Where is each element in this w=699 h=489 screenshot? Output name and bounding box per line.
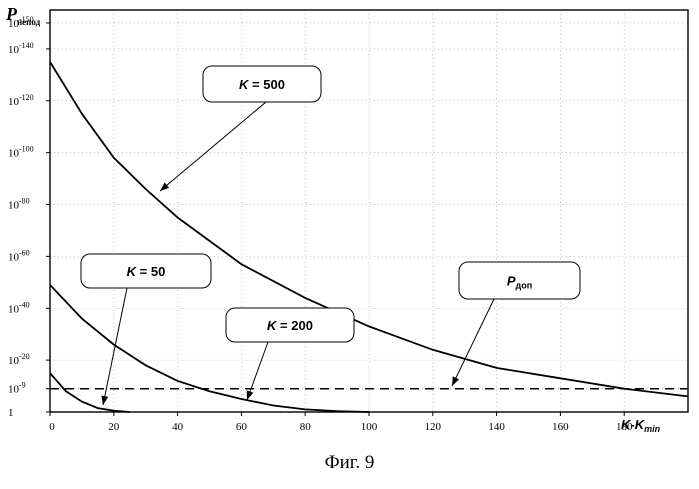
x-tick-label: 60 bbox=[236, 421, 248, 433]
series-line bbox=[50, 285, 369, 412]
x-tick-label: 120 bbox=[425, 421, 442, 433]
callout-leader bbox=[103, 288, 127, 405]
y-ticks: 1 10-9 10-20 10-40 10-60 10-80 10-100 10-120 10-… bbox=[8, 15, 50, 419]
callout-label: K = 200 bbox=[267, 318, 313, 333]
x-tick-label: 40 bbox=[172, 421, 184, 433]
y-tick-label: 10-120 bbox=[8, 93, 34, 108]
x-tick-label: 20 bbox=[108, 421, 120, 433]
callout-arrowhead bbox=[247, 390, 254, 400]
y-tick-label: 10-9 bbox=[8, 381, 26, 396]
callout-arrowhead bbox=[160, 183, 169, 191]
x-axis-title: K-Kmin bbox=[621, 417, 661, 434]
y-tick-label: 10-20 bbox=[8, 352, 30, 367]
y-tick-label: 10-100 bbox=[8, 145, 34, 160]
callout-leader bbox=[452, 299, 494, 386]
callout-1: K = 500 bbox=[160, 66, 321, 191]
y-tick-label: 10-80 bbox=[8, 197, 30, 212]
x-tick-label: 160 bbox=[552, 421, 569, 433]
callout-arrowhead bbox=[452, 376, 459, 386]
series-line bbox=[50, 373, 130, 412]
callout-leader bbox=[247, 342, 268, 400]
callout-label: K = 500 bbox=[239, 77, 285, 92]
y-tick-label: 1 bbox=[8, 407, 14, 419]
y-tick-label: 10-140 bbox=[8, 41, 34, 56]
x-ticks: 020406080100120140160180 bbox=[49, 412, 633, 433]
callout-4: Pдоп bbox=[452, 262, 580, 386]
x-tick-label: 100 bbox=[361, 421, 378, 433]
y-tick-label: 10-60 bbox=[8, 248, 30, 263]
x-tick-label: 140 bbox=[488, 421, 505, 433]
figure-caption: Фиг. 9 bbox=[0, 452, 699, 474]
callout-3: K = 200 bbox=[226, 308, 354, 400]
callout-label: K = 50 bbox=[127, 264, 166, 279]
annotations: K = 500 K = 50 K = 200 Pдоп bbox=[81, 66, 580, 405]
x-tick-label: 0 bbox=[49, 421, 55, 433]
plot-grid bbox=[50, 10, 688, 412]
callout-2: K = 50 bbox=[81, 254, 211, 405]
callout-arrowhead bbox=[101, 395, 108, 405]
x-tick-label: 80 bbox=[300, 421, 312, 433]
y-tick-label: 10-40 bbox=[8, 300, 30, 315]
callout-leader bbox=[160, 102, 266, 191]
